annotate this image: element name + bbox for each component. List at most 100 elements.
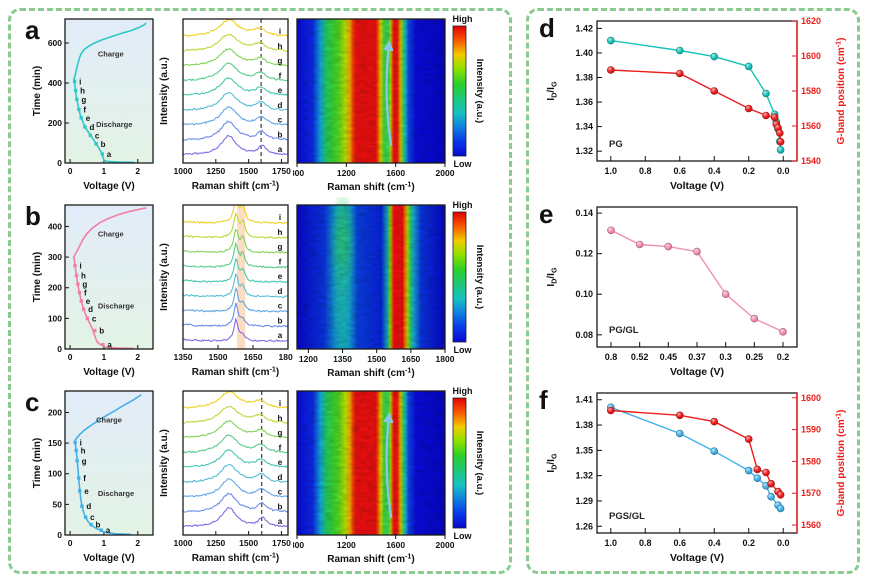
svg-text:f: f [279, 443, 282, 452]
svg-text:1500: 1500 [209, 352, 228, 362]
svg-text:0.37: 0.37 [688, 352, 706, 362]
panel-d-label: d [539, 13, 555, 43]
panel-a-charts: 0 200 400 600 0 1 2 Charge Discharge a b c d e f g h i Vol… [29, 11, 509, 202]
svg-text:h: h [81, 446, 86, 455]
svg-text:Intensity (a.u.): Intensity (a.u.) [159, 429, 170, 497]
panel-f: f 1.26 1.29 1.32 1.35 1.38 1.41 1560 1570 1580 15… [529, 383, 857, 569]
svg-text:0.52: 0.52 [631, 352, 649, 362]
chart-svg-f: 1.26 1.29 1.32 1.35 1.38 1.41 1560 1570 1580 1590… [546, 392, 848, 564]
panel-c-label: c [25, 387, 40, 417]
svg-text:g: g [278, 57, 283, 66]
svg-text:Charge: Charge [98, 49, 124, 58]
svg-text:i: i [79, 262, 81, 271]
svg-text:1.34: 1.34 [575, 122, 593, 132]
svg-text:ID/IG: ID/IG [546, 267, 559, 287]
svg-text:2: 2 [135, 538, 140, 548]
svg-text:0.0: 0.0 [777, 538, 790, 548]
svg-text:0.0: 0.0 [777, 166, 790, 176]
svg-text:Charge: Charge [98, 230, 124, 239]
svg-text:Voltage (V): Voltage (V) [83, 367, 134, 378]
svg-text:1620: 1620 [801, 16, 821, 26]
svg-text:b: b [96, 521, 101, 530]
svg-text:1250: 1250 [206, 166, 225, 176]
svg-text:300: 300 [48, 252, 62, 262]
svg-text:0.4: 0.4 [708, 538, 721, 548]
chart-svg-e: 0.08 0.10 0.12 0.14 0.8 0.52 0.45 0.37 0.3 0.25 0.… [546, 206, 798, 378]
svg-text:1600: 1600 [386, 540, 405, 550]
svg-text:Intensity (a.u.): Intensity (a.u.) [474, 59, 485, 123]
svg-text:e: e [278, 86, 283, 95]
svg-text:h: h [278, 42, 283, 51]
svg-text:G-band position (cm-1): G-band position (cm-1) [834, 410, 848, 517]
svg-text:1590: 1590 [801, 425, 821, 435]
svg-text:0: 0 [57, 344, 62, 354]
svg-text:a: a [278, 331, 283, 340]
svg-text:PG/GL: PG/GL [609, 325, 639, 336]
svg-text:Intensity (a.u.): Intensity (a.u.) [474, 431, 485, 495]
svg-text:200: 200 [48, 283, 62, 293]
svg-text:b: b [99, 327, 104, 336]
svg-text:1500: 1500 [367, 354, 386, 364]
svg-text:High: High [453, 386, 473, 396]
svg-text:1500: 1500 [239, 166, 258, 176]
svg-text:1750: 1750 [272, 166, 291, 176]
svg-text:Intensity (a.u.): Intensity (a.u.) [159, 57, 170, 125]
chart-b-voltage-profile: 0 100 200 300 400 0 1 2 Charge Discharge a b c d e f g h i… [29, 197, 159, 388]
svg-text:1.32: 1.32 [575, 471, 593, 481]
svg-text:0.08: 0.08 [575, 330, 593, 340]
svg-text:1.38: 1.38 [575, 420, 593, 430]
svg-text:Voltage (V): Voltage (V) [670, 366, 724, 378]
svg-text:1540: 1540 [801, 156, 821, 166]
svg-text:0.6: 0.6 [674, 166, 687, 176]
chart-c-raman-heatmap: 800 1200 1600 2000 Raman shift (cm-1) High Low… [290, 383, 509, 574]
svg-text:h: h [81, 271, 86, 280]
svg-text:Discharge: Discharge [98, 302, 134, 311]
svg-text:Intensity (a.u.): Intensity (a.u.) [474, 245, 485, 309]
svg-text:0.10: 0.10 [575, 289, 593, 299]
svg-text:1: 1 [102, 166, 107, 176]
svg-text:h: h [278, 228, 283, 237]
svg-text:Time (min): Time (min) [32, 252, 43, 302]
svg-text:Intensity (a.u.): Intensity (a.u.) [159, 243, 170, 311]
svg-text:a: a [107, 341, 112, 350]
svg-text:c: c [95, 131, 100, 140]
svg-text:1750: 1750 [272, 538, 291, 548]
svg-text:1650: 1650 [401, 354, 420, 364]
svg-text:1.29: 1.29 [575, 496, 593, 506]
svg-text:i: i [279, 27, 281, 36]
svg-text:i: i [279, 213, 281, 222]
svg-text:2000: 2000 [436, 540, 455, 550]
svg-text:1350: 1350 [333, 354, 352, 364]
svg-text:200: 200 [48, 118, 62, 128]
chart-a-raman-heatmap: 800 1200 1600 2000 Raman shift (cm-1) High Low… [290, 11, 509, 202]
svg-text:Low: Low [454, 159, 473, 169]
svg-text:b: b [278, 316, 283, 325]
panel-b: b 0 100 200 300 400 0 1 2 Charge Discharge a b c d e f g… [11, 187, 509, 383]
svg-text:Time (min): Time (min) [32, 66, 43, 116]
svg-text:g: g [81, 95, 86, 104]
svg-text:1560: 1560 [801, 121, 821, 131]
svg-text:1000: 1000 [174, 166, 193, 176]
svg-text:c: c [278, 488, 283, 497]
svg-text:2: 2 [135, 166, 140, 176]
svg-text:1.32: 1.32 [575, 146, 593, 156]
svg-text:Discharge: Discharge [98, 489, 134, 498]
svg-text:0: 0 [68, 166, 73, 176]
chart-c-voltage-profile: 0 50 100 150 200 0 1 2 Charge Discharge a b c d e f g h i V… [29, 383, 159, 574]
svg-text:1570: 1570 [801, 488, 821, 498]
svg-text:Voltage (V): Voltage (V) [83, 181, 134, 192]
svg-text:High: High [453, 200, 473, 210]
svg-text:2: 2 [135, 352, 140, 362]
svg-text:b: b [101, 140, 106, 149]
svg-text:Low: Low [454, 531, 473, 541]
svg-text:1350: 1350 [174, 352, 193, 362]
svg-text:1200: 1200 [299, 354, 318, 364]
svg-text:PG: PG [609, 139, 623, 150]
svg-text:h: h [80, 87, 85, 96]
svg-text:800: 800 [293, 540, 304, 550]
svg-text:0.8: 0.8 [639, 166, 652, 176]
